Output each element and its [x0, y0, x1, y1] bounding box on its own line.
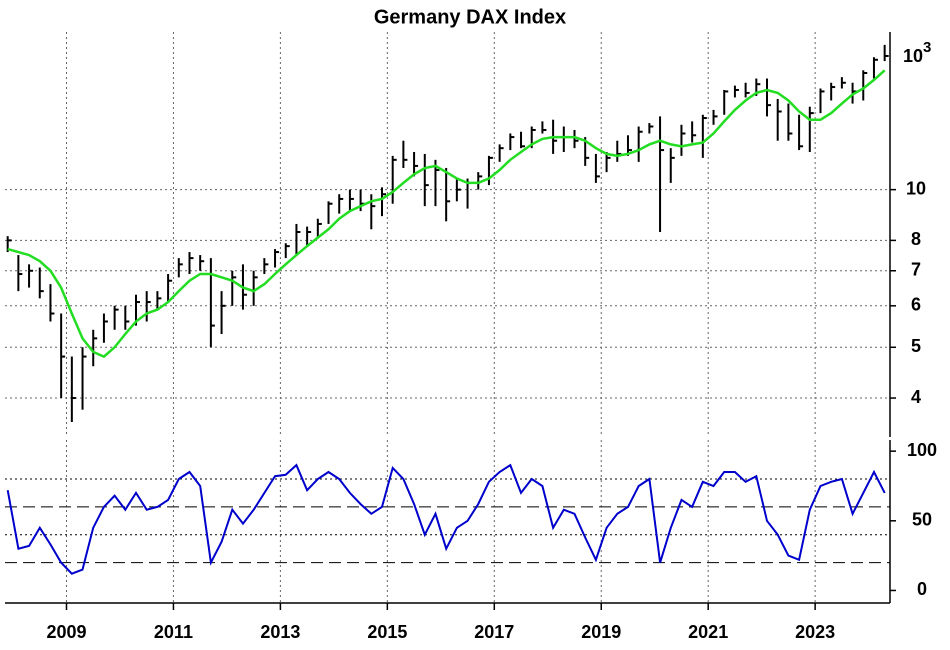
indicator-line	[6, 463, 886, 575]
x-tick-label: 2021	[688, 622, 728, 642]
x-tick-label: 2023	[795, 622, 835, 642]
multiplier-exponent: 3	[923, 39, 931, 56]
moving-average-line	[7, 69, 886, 359]
x-tick-label: 2015	[367, 622, 407, 642]
y-tick-label: 4	[911, 387, 921, 407]
y-tick-label: 8	[911, 229, 921, 249]
x-tick-label: 2009	[46, 622, 86, 642]
y-tick-label: 7	[911, 260, 921, 280]
y-tick-label: 0	[917, 579, 927, 599]
y-tick-label: 50	[912, 510, 932, 530]
x-tick-label: 2011	[154, 622, 193, 642]
x-tick-label: 2017	[474, 622, 514, 642]
y-tick-label: 100	[907, 440, 937, 460]
x-tick-label: 2013	[260, 622, 300, 642]
y-tick-label: 6	[911, 295, 921, 315]
x-tick-label: 2019	[581, 622, 621, 642]
y-tick-label: 5	[911, 336, 921, 356]
y-axis-multiplier: 103	[903, 39, 931, 66]
y-tick-label: 10	[906, 178, 926, 198]
chart-title: Germany DAX Index	[374, 6, 566, 28]
multiplier-base: 10	[903, 46, 923, 66]
